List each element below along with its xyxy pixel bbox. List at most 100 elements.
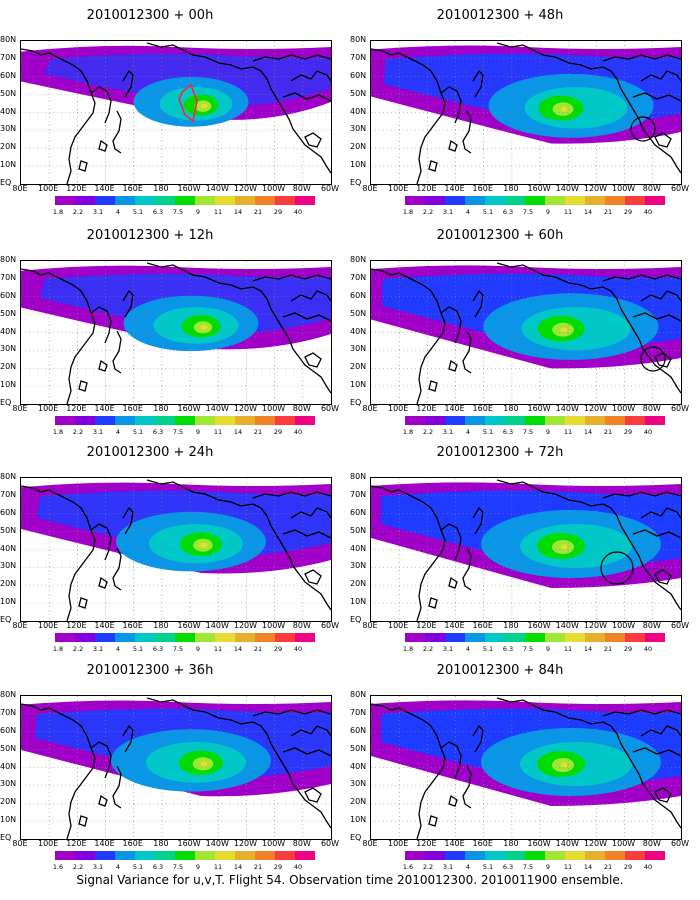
panel-title: 2010012300 + 36h bbox=[86, 663, 214, 678]
lon-label: 140W bbox=[555, 621, 579, 630]
colorbar-swatch bbox=[405, 633, 425, 642]
lon-label: 80W bbox=[292, 404, 311, 413]
colorbar-label: 2.2 bbox=[72, 208, 84, 216]
colorbar bbox=[55, 196, 315, 205]
map-panel-12h: 2010012300 + 12h 80N 70N 60N 50N 40N 30N 20N 10N… bbox=[0, 220, 350, 445]
colorbar-swatch bbox=[645, 851, 665, 860]
colorbar-swatch bbox=[115, 196, 135, 205]
colorbar-label: 7.5 bbox=[522, 428, 534, 436]
lat-label: 50N bbox=[350, 525, 367, 535]
colorbar-label: 29 bbox=[273, 645, 283, 653]
colorbar-swatch bbox=[445, 196, 465, 205]
lon-label: 80E bbox=[12, 184, 28, 193]
colorbar-label: 3.1 bbox=[442, 645, 454, 653]
colorbar-swatch bbox=[565, 416, 585, 425]
lon-label: 160W bbox=[527, 621, 551, 630]
lon-label: 80W bbox=[292, 184, 311, 193]
lon-label: 160E bbox=[472, 621, 493, 630]
lon-label: 100E bbox=[388, 839, 409, 848]
lon-label: 120W bbox=[583, 184, 608, 193]
lat-label: EQ bbox=[0, 833, 12, 842]
colorbar bbox=[405, 196, 665, 205]
lon-label: 120E bbox=[416, 404, 437, 413]
figure-caption: Signal Variance for u,v,T. Flight 54. Ob… bbox=[76, 873, 624, 887]
colorbar-swatch bbox=[155, 633, 175, 642]
colorbar-swatch bbox=[295, 416, 315, 425]
colorbar-swatch bbox=[215, 416, 235, 425]
colorbar-swatch bbox=[465, 416, 485, 425]
colorbar-label: 9 bbox=[195, 645, 201, 653]
map-panel-36h: 2010012300 + 36h 80N 70N 60N 50N 40N 30N 20N 10N… bbox=[0, 655, 350, 880]
lon-label: 160E bbox=[472, 839, 493, 848]
colorbar-label: 7.5 bbox=[522, 208, 534, 216]
colorbar-swatch bbox=[485, 851, 505, 860]
colorbar-swatch bbox=[605, 633, 625, 642]
lat-label: 60N bbox=[0, 70, 17, 80]
colorbar-label: 40 bbox=[643, 645, 653, 653]
lon-label: 100W bbox=[262, 404, 286, 413]
lat-label: 10N bbox=[0, 597, 17, 607]
colorbar-label: 11 bbox=[213, 645, 223, 653]
colorbar-label: 11 bbox=[213, 208, 223, 216]
colorbar-label: 7.5 bbox=[522, 645, 534, 653]
colorbar-swatch bbox=[525, 416, 545, 425]
colorbar-label: 11 bbox=[563, 645, 573, 653]
colorbar-swatch bbox=[95, 633, 115, 642]
lon-label: 180 bbox=[153, 184, 169, 193]
lat-label: 10N bbox=[350, 597, 367, 607]
colorbar-label: 2.2 bbox=[72, 428, 84, 436]
colorbar-swatch bbox=[445, 851, 465, 860]
panel-title: 2010012300 + 48h bbox=[436, 8, 564, 23]
lon-label: 80E bbox=[362, 621, 378, 630]
colorbar-label: 3.1 bbox=[92, 863, 104, 871]
colorbar bbox=[405, 851, 665, 860]
lat-label: 60N bbox=[350, 507, 367, 517]
lon-label: 180 bbox=[503, 621, 519, 630]
lon-label: 100E bbox=[38, 621, 59, 630]
colorbar-swatch bbox=[625, 633, 645, 642]
map-plot bbox=[20, 40, 332, 185]
colorbar-label: 7.5 bbox=[172, 208, 184, 216]
panel-title: 2010012300 + 12h bbox=[86, 228, 214, 243]
lon-label: 100W bbox=[612, 621, 636, 630]
lon-label: 140E bbox=[444, 839, 465, 848]
colorbar-label: 29 bbox=[273, 428, 283, 436]
map-panel-84h: 2010012300 + 84h 80N 70N 60N 50N 40N 30N 20N 10N… bbox=[350, 655, 700, 880]
lat-label: 50N bbox=[0, 88, 17, 98]
colorbar-label: 14 bbox=[583, 428, 593, 436]
colorbar bbox=[405, 633, 665, 642]
colorbar-swatch bbox=[235, 633, 255, 642]
colorbar-swatch bbox=[215, 196, 235, 205]
colorbar bbox=[55, 851, 315, 860]
colorbar-swatch bbox=[95, 851, 115, 860]
colorbar-label: 11 bbox=[213, 428, 223, 436]
panel-title: 2010012300 + 24h bbox=[86, 445, 214, 460]
lat-label: 10N bbox=[350, 815, 367, 825]
colorbar-label: 11 bbox=[563, 208, 573, 216]
colorbar-swatch bbox=[425, 633, 445, 642]
lon-label: 120W bbox=[233, 839, 258, 848]
lon-label: 80W bbox=[292, 839, 311, 848]
lat-label: 70N bbox=[350, 52, 367, 62]
map-plot bbox=[370, 260, 682, 405]
colorbar-swatch bbox=[275, 416, 295, 425]
colorbar-swatch bbox=[565, 633, 585, 642]
colorbar-swatch bbox=[275, 851, 295, 860]
colorbar-swatch bbox=[465, 196, 485, 205]
colorbar-swatch bbox=[645, 196, 665, 205]
lat-label: 10N bbox=[0, 160, 17, 170]
colorbar-label: 4 bbox=[465, 863, 471, 871]
lon-label: 60W bbox=[670, 621, 690, 630]
colorbar-swatch bbox=[95, 196, 115, 205]
lat-label: 40N bbox=[0, 326, 17, 336]
lat-label: 70N bbox=[0, 272, 17, 282]
colorbar-swatch bbox=[405, 196, 425, 205]
colorbar-label: 1.8 bbox=[52, 208, 64, 216]
colorbar-label: 6.3 bbox=[152, 428, 164, 436]
lat-label: 20N bbox=[0, 579, 17, 589]
lat-label: 80N bbox=[0, 472, 17, 481]
colorbar-swatch bbox=[255, 416, 275, 425]
colorbar-label: 14 bbox=[583, 863, 593, 871]
colorbar-swatch bbox=[445, 416, 465, 425]
colorbar-swatch bbox=[605, 196, 625, 205]
